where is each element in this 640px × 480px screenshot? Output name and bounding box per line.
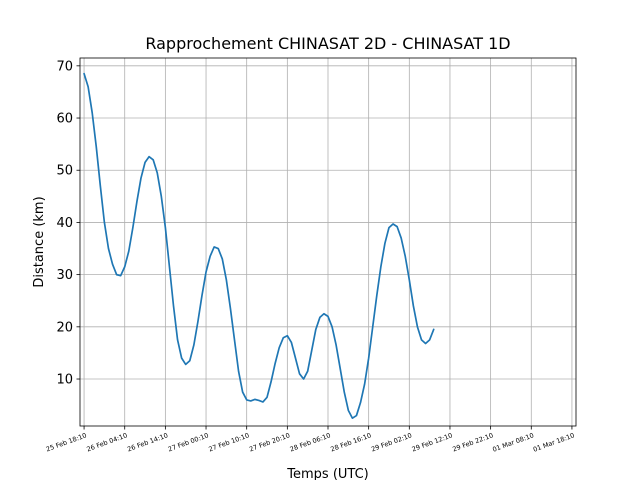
x-tick-label: 27 Feb 20:10	[248, 431, 291, 453]
y-tick-label: 70	[56, 59, 73, 74]
x-tick-label: 26 Feb 04:10	[86, 431, 129, 453]
y-tick-label: 50	[56, 164, 73, 179]
x-tick-label: 28 Feb 16:10	[330, 431, 373, 453]
x-tick-label: 29 Feb 02:10	[370, 431, 413, 453]
x-tick-label: 27 Feb 00:10	[167, 431, 210, 453]
x-tick-label: 29 Feb 12:10	[411, 431, 454, 453]
y-tick-label: 60	[56, 112, 73, 127]
x-tick-label: 01 Mar 08:10	[491, 431, 535, 453]
chart-title: Rapprochement CHINASAT 2D - CHINASAT 1D	[145, 34, 510, 53]
x-tick-label: 01 Mar 18:10	[532, 431, 576, 453]
y-tick-label: 20	[56, 320, 73, 335]
series-layer	[83, 72, 435, 420]
y-tick-label: 30	[56, 268, 73, 283]
grid	[80, 58, 576, 426]
x-tick-label: 28 Feb 06:10	[289, 431, 332, 453]
y-axis-label: Distance (km)	[32, 196, 47, 287]
x-tick-label: 27 Feb 10:10	[208, 431, 251, 453]
distance-series-line	[83, 72, 435, 420]
x-tick-label: 26 Feb 14:10	[126, 431, 169, 453]
y-tick-label: 10	[56, 373, 73, 388]
y-tick-label: 40	[56, 216, 73, 231]
x-axis-label: Temps (UTC)	[286, 467, 368, 480]
x-tick-label: 29 Feb 22:10	[451, 431, 494, 453]
x-tick-label: 25 Feb 18:10	[45, 431, 88, 453]
